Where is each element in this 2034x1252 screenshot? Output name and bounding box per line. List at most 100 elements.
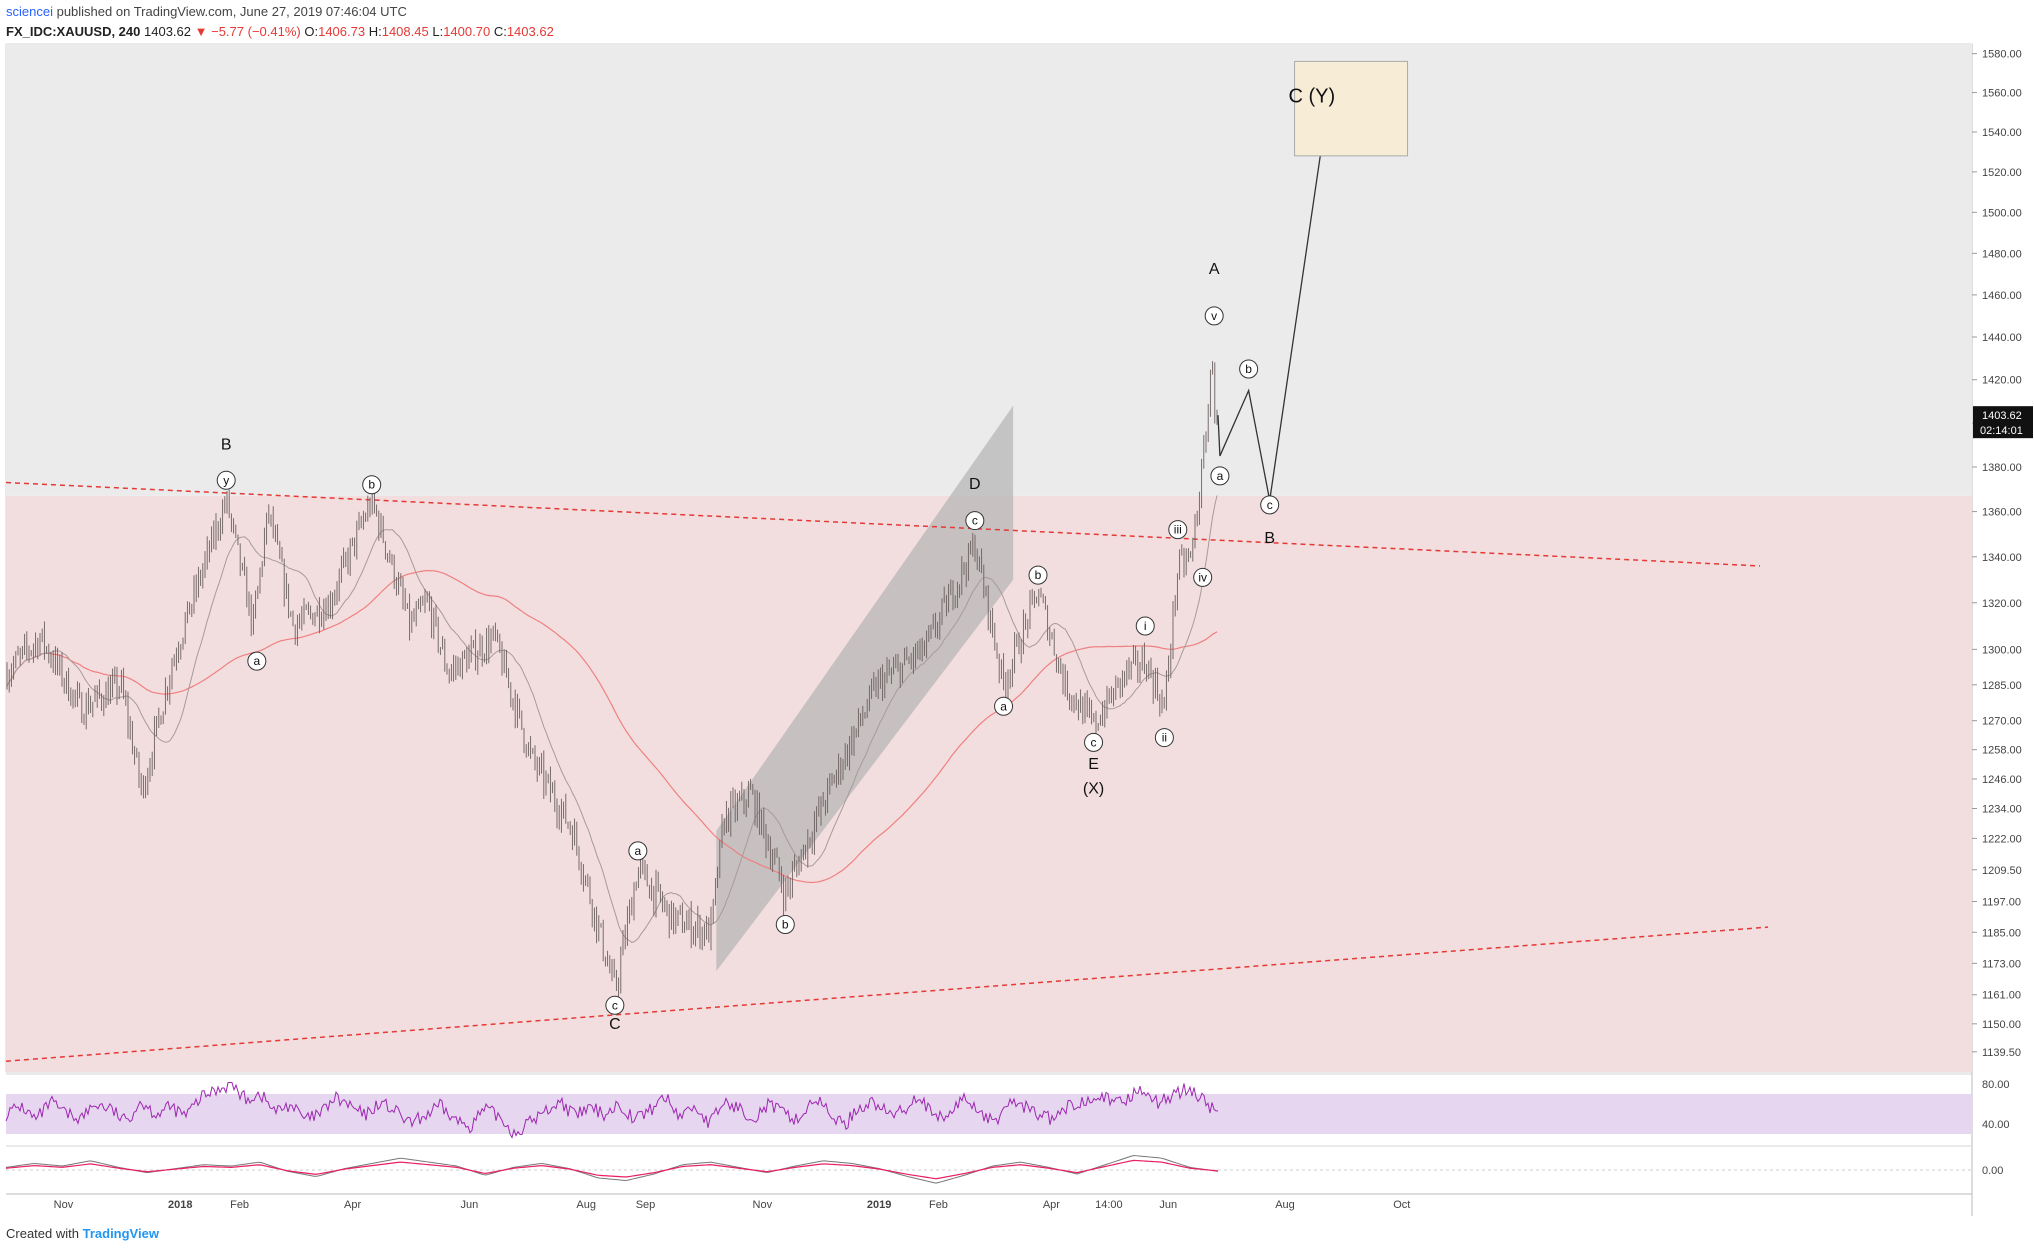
- price-tick-label: 1197.00: [1982, 896, 2021, 908]
- price-tick-label: 1161.00: [1982, 990, 2021, 1002]
- price-tick-label: 1258.00: [1982, 745, 2022, 757]
- wave-label: (X): [1083, 781, 1104, 798]
- wave-label: c: [612, 998, 618, 1012]
- upper-zone: [6, 44, 1972, 496]
- wave-label-circled: b: [1239, 359, 1259, 379]
- rsi-line: [5, 1082, 1219, 1139]
- moving-average-fast: [6, 495, 1218, 943]
- wave-label: c: [1267, 498, 1273, 512]
- wave-label-circled: b: [775, 915, 795, 935]
- projection-path[interactable]: [1217, 121, 1326, 501]
- wave-label: a: [635, 844, 642, 858]
- price-tick-label: 1540.00: [1982, 127, 2022, 139]
- target-box[interactable]: [1294, 60, 1409, 157]
- wave-label: D: [969, 476, 981, 493]
- price-tick-label: 1150.00: [1982, 1019, 2021, 1031]
- price-tick-label: 1320.00: [1982, 598, 2022, 610]
- wave-label-circle: [1210, 466, 1230, 486]
- wave-label-circled: a: [1210, 466, 1230, 486]
- wave-label: iv: [1198, 570, 1207, 584]
- price-tag-countdown: 02:14:01: [1980, 425, 2023, 437]
- wave-label: y: [223, 473, 229, 487]
- wave-label: iii: [1174, 523, 1182, 537]
- last-price: 1403.62: [144, 24, 191, 39]
- wave-label-circle: [1154, 728, 1174, 748]
- price-tick-label: 1460.00: [1982, 290, 2022, 302]
- resistance-trendline[interactable]: [5, 481, 1761, 567]
- time-tick-label: 2019: [867, 1199, 891, 1211]
- price-tick-label: 1209.50: [1982, 865, 2022, 877]
- time-tick-label: Apr: [344, 1199, 361, 1211]
- time-tick-label: Aug: [1275, 1199, 1295, 1211]
- time-tick-label: 14:00: [1095, 1199, 1123, 1211]
- price-tick-label: 1173.00: [1982, 958, 2021, 970]
- open-value: 1406.73: [318, 24, 366, 39]
- low-label: L:: [432, 24, 444, 39]
- wave-label-circle: [994, 696, 1014, 716]
- time-tick-label: Nov: [753, 1199, 773, 1211]
- time-tick-label: 2018: [168, 1199, 192, 1211]
- rsi-tick-label: 40.00: [1982, 1119, 2010, 1131]
- wave-label-circle: [1260, 495, 1280, 515]
- wave-label-circled: v: [1204, 306, 1224, 326]
- tradingview-logo[interactable]: TradingView: [82, 1226, 159, 1241]
- price-tick-label: 1185.00: [1982, 927, 2021, 939]
- wave-label: b: [782, 918, 789, 932]
- wave-label-circled: c: [965, 511, 985, 531]
- close-value: 1403.62: [506, 24, 554, 39]
- macd-signal-line: [5, 1159, 1219, 1180]
- wave-label-circled: a: [994, 696, 1014, 716]
- price-tick-label: 1285.00: [1982, 680, 2022, 692]
- price-tick-label: 1222.00: [1982, 833, 2022, 845]
- publish-info: published on TradingView.com, June 27, 2…: [56, 4, 407, 19]
- rsi-band: [6, 1094, 1972, 1134]
- price-tag-bg: [1973, 406, 2033, 439]
- wave-label-circled: y: [216, 470, 236, 490]
- price-tick-label: 1270.00: [1982, 716, 2022, 728]
- wave-label-circle: [628, 841, 648, 861]
- time-tick-label: Feb: [230, 1199, 249, 1211]
- price-tick-label: 1500.00: [1982, 207, 2022, 219]
- wave-label: E: [1088, 756, 1099, 773]
- price-tick-label: 1360.00: [1982, 507, 2022, 519]
- price-tick-label: 1440.00: [1982, 332, 2022, 344]
- wave-label-circled: ii: [1154, 728, 1174, 748]
- wave-label: C: [609, 1016, 621, 1033]
- high-label: H:: [368, 24, 382, 39]
- wave-label-circle: [362, 475, 382, 495]
- author-name[interactable]: sciencei: [6, 4, 53, 19]
- created-with: Created with: [6, 1226, 79, 1241]
- price-tick-label: 1340.00: [1982, 552, 2022, 564]
- time-tick-label: Nov: [54, 1199, 74, 1211]
- time-tick-label: Jun: [460, 1199, 478, 1211]
- wave-label-circled: a: [247, 651, 267, 671]
- price-tick-label: 1234.00: [1982, 804, 2022, 816]
- wave-label: a: [1217, 469, 1224, 483]
- price-tick-label: 1560.00: [1982, 88, 2022, 100]
- support-trendline[interactable]: [5, 926, 1769, 1062]
- wave-label-circle: [1135, 616, 1155, 636]
- current-price-tag[interactable]: 1403.62 02:14:01: [1973, 406, 2033, 439]
- time-tick-label: Apr: [1043, 1199, 1060, 1211]
- footer: Created with TradingView: [6, 1226, 159, 1241]
- price-tick-label: 1380.00: [1982, 462, 2022, 474]
- price-tag-value: 1403.62: [1982, 410, 2022, 422]
- moving-average-slow: [6, 569, 1218, 884]
- wave-label: C (Y): [1288, 85, 1335, 107]
- wave-label: b: [1035, 568, 1042, 582]
- wave-label: c: [1091, 735, 1097, 749]
- wave-label-circle: [775, 915, 795, 935]
- wave-label-circled: a: [628, 841, 648, 861]
- wave-label: c: [972, 514, 978, 528]
- high-value: 1408.45: [381, 24, 429, 39]
- wave-label: ii: [1162, 731, 1167, 745]
- wave-label: A: [1209, 261, 1220, 278]
- wave-label: a: [253, 654, 260, 668]
- wave-label-circle: [216, 470, 236, 490]
- symbol-label: FX_IDC:XAUUSD, 240: [6, 24, 141, 39]
- wave-label: B: [1264, 530, 1275, 547]
- price-change: ▼ −5.77 (−0.41%): [194, 24, 301, 39]
- wave-label-circled: c: [605, 995, 625, 1015]
- wave-label: i: [1144, 619, 1147, 633]
